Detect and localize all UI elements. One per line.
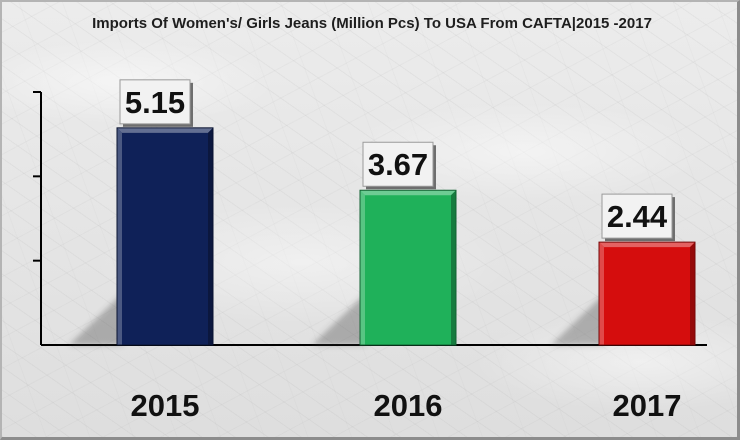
x-tick-label: 2016 xyxy=(374,388,443,423)
bar-bevel-left xyxy=(599,242,604,345)
data-label: 2.44 xyxy=(607,199,668,234)
bar-bevel-right xyxy=(690,242,695,345)
bar-outline xyxy=(116,127,214,346)
bar-bevel-right xyxy=(451,190,456,345)
bar-outline xyxy=(359,189,457,346)
bar-shadow xyxy=(551,293,605,345)
x-tick-label: 2017 xyxy=(613,388,682,423)
chart-title: Imports Of Women's/ Girls Jeans (Million… xyxy=(92,15,652,32)
bar-bevel-left xyxy=(360,190,365,345)
data-label: 5.15 xyxy=(125,85,185,120)
bar-bevel-left xyxy=(117,127,122,345)
bar-shadow xyxy=(312,293,366,345)
x-tick-label: 2015 xyxy=(131,388,200,423)
bar-bevel-top xyxy=(360,190,456,196)
data-label: 3.67 xyxy=(368,147,428,182)
bar-outline xyxy=(598,241,696,346)
bar-bevel-right xyxy=(208,127,213,345)
bar-bevel-top xyxy=(117,127,213,133)
bar xyxy=(599,242,695,345)
data-label-box xyxy=(601,193,673,239)
data-label-box xyxy=(119,79,191,125)
data-label-box xyxy=(362,141,434,187)
bar xyxy=(117,127,213,345)
bar xyxy=(360,190,456,345)
bar-shadow xyxy=(69,293,123,345)
bar-bevel-top xyxy=(599,242,695,248)
